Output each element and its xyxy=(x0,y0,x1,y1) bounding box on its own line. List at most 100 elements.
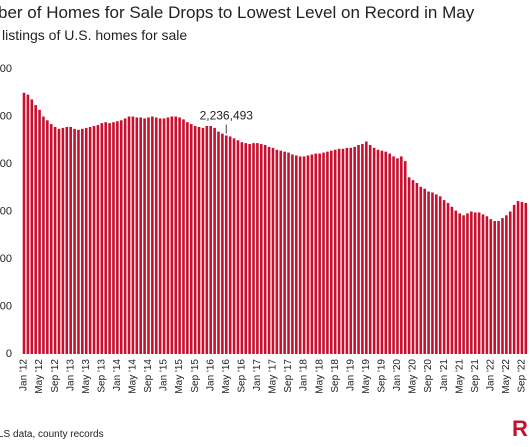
bar xyxy=(466,213,469,354)
bar xyxy=(26,94,30,355)
bar xyxy=(162,118,166,355)
bar xyxy=(154,117,158,354)
bar xyxy=(116,121,119,354)
bar xyxy=(326,151,329,354)
bar xyxy=(287,152,290,354)
bar xyxy=(81,128,84,354)
y-tick-label: 0 xyxy=(6,348,12,360)
bar xyxy=(158,118,162,355)
bar xyxy=(84,127,88,355)
bar xyxy=(271,147,275,354)
bar xyxy=(174,116,178,354)
x-tick-label: Jan '21 xyxy=(439,359,450,391)
bar xyxy=(127,116,131,354)
bar xyxy=(61,127,65,355)
bar xyxy=(454,210,458,354)
bar xyxy=(263,145,267,354)
bar xyxy=(228,136,232,354)
bar xyxy=(314,153,318,354)
bar xyxy=(450,206,454,354)
bar xyxy=(345,147,349,354)
bar xyxy=(69,126,72,354)
x-tick-label: Jan '18 xyxy=(299,359,310,391)
x-tick-label: Sep '13 xyxy=(96,359,107,393)
bar xyxy=(77,129,80,354)
bar xyxy=(442,200,446,354)
chart-subtitle: listings of U.S. homes for sale xyxy=(2,27,187,43)
bar xyxy=(298,156,302,354)
bar xyxy=(411,180,415,354)
bar xyxy=(232,138,236,354)
bar xyxy=(446,202,450,354)
bar xyxy=(217,131,220,354)
bar xyxy=(497,221,500,354)
bar xyxy=(520,202,524,354)
bar xyxy=(108,123,111,355)
bar xyxy=(485,216,489,354)
bar xyxy=(201,127,205,355)
bar xyxy=(489,219,493,354)
bar xyxy=(259,144,263,354)
bar xyxy=(419,186,423,354)
bar xyxy=(252,143,255,354)
source: LS data, county records xyxy=(0,429,104,440)
x-tick-label: Sep '22 xyxy=(517,359,528,393)
x-tick-label: Jan '12 xyxy=(19,359,30,391)
bar xyxy=(224,135,228,354)
x-tick-label: Sep '17 xyxy=(283,359,294,393)
bar xyxy=(388,153,391,354)
bar xyxy=(166,117,170,354)
x-tick-label: Jan '16 xyxy=(205,359,216,391)
x-tick-label: Jan '19 xyxy=(345,359,356,391)
bar xyxy=(357,145,360,354)
bar xyxy=(508,211,512,354)
x-tick-label: Sep '21 xyxy=(470,359,481,393)
bar xyxy=(147,117,150,354)
bar xyxy=(481,214,485,354)
bar xyxy=(470,211,473,354)
bar xyxy=(372,147,376,354)
y-tick-label: 1,500,000 xyxy=(0,205,12,217)
bar xyxy=(435,194,438,354)
bar xyxy=(193,126,197,354)
bar xyxy=(240,142,244,354)
bar xyxy=(283,151,286,354)
bar xyxy=(524,202,528,354)
x-tick-label: May '19 xyxy=(361,359,372,394)
bar xyxy=(295,155,298,354)
x-tick-label: Sep '16 xyxy=(236,359,247,393)
bar xyxy=(213,127,216,355)
bar xyxy=(104,122,107,354)
x-tick-label: May '21 xyxy=(454,359,465,394)
x-tick-label: Jan '15 xyxy=(159,359,170,391)
y-tick-label: 3,000,000 xyxy=(0,63,12,75)
bar xyxy=(112,122,115,354)
bar xyxy=(279,150,283,354)
chart-title: ber of Homes for Sale Drops to Lowest Le… xyxy=(0,3,475,22)
bar xyxy=(337,148,341,354)
bar xyxy=(267,146,271,354)
bar xyxy=(330,150,333,354)
bar xyxy=(96,125,100,354)
x-tick-label: Jan '20 xyxy=(392,359,403,391)
bar xyxy=(376,149,380,354)
x-tick-label: Jan '14 xyxy=(112,359,123,391)
bar xyxy=(341,148,345,354)
x-tick-label: May '14 xyxy=(128,359,139,394)
bar xyxy=(92,126,96,354)
bar xyxy=(275,149,279,354)
x-tick-label: May '13 xyxy=(81,359,92,394)
logo: R xyxy=(512,416,528,441)
bar xyxy=(306,155,310,354)
bar xyxy=(368,145,372,354)
bar xyxy=(46,120,49,354)
bar xyxy=(42,116,45,354)
x-tick-label: Sep '14 xyxy=(143,359,154,393)
x-tick-label: Sep '15 xyxy=(190,359,201,393)
bar xyxy=(302,156,306,354)
bar xyxy=(365,141,368,354)
bar xyxy=(361,144,364,354)
bar xyxy=(49,124,53,354)
bar xyxy=(400,156,403,354)
bar xyxy=(505,215,508,354)
